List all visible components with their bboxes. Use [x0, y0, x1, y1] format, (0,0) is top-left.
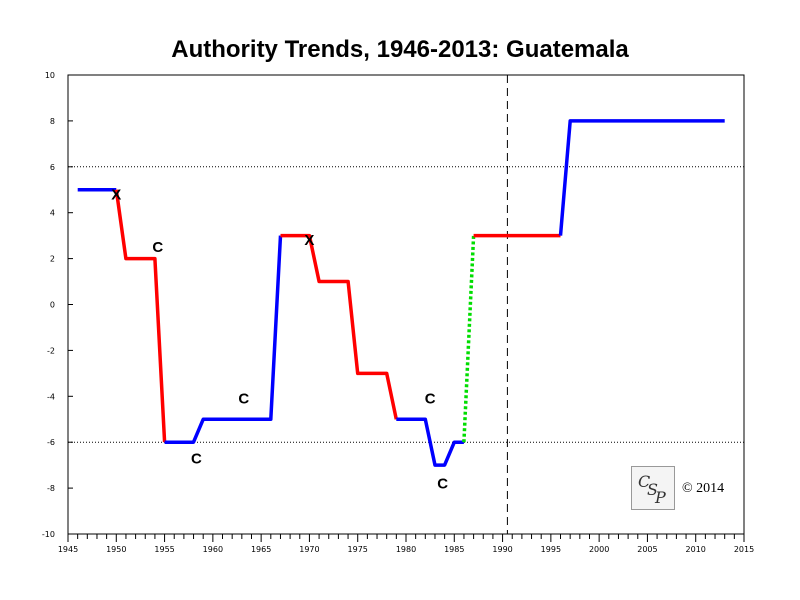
- x-tick-label: 2000: [589, 545, 609, 554]
- y-tick-label: 6: [50, 163, 55, 172]
- x-tick-label: 1970: [299, 545, 319, 554]
- x-tick-label: 1985: [444, 545, 464, 554]
- chart-title: Authority Trends, 1946-2013: Guatemala: [171, 36, 629, 63]
- y-tick-label: -4: [47, 392, 55, 401]
- y-tick-label: 8: [50, 117, 55, 126]
- event-annotation: C: [238, 391, 249, 408]
- series-segment: [558, 119, 725, 236]
- y-tick-label: -6: [47, 438, 55, 447]
- series-segment: [114, 189, 167, 443]
- x-tick-label: 1975: [348, 545, 368, 554]
- event-annotation: X: [304, 232, 314, 249]
- y-tick-label: -8: [47, 484, 55, 493]
- svg-text:S: S: [647, 480, 658, 499]
- x-tick-label: 1960: [203, 545, 223, 554]
- x-tick-label: 1965: [251, 545, 271, 554]
- y-tick-label: 10: [45, 71, 55, 80]
- y-tick-label: 4: [50, 209, 55, 218]
- copyright-text: © 2014: [682, 481, 725, 496]
- event-annotation: C: [437, 476, 448, 493]
- plot-area: [67, 74, 745, 535]
- y-tick-label: -2: [47, 346, 55, 355]
- csp-logo: C S P: [631, 466, 675, 510]
- series-segment: [164, 235, 283, 444]
- svg-text:C: C: [638, 472, 650, 491]
- series-segment: [280, 233, 399, 420]
- x-tick-label: 2015: [734, 545, 754, 554]
- svg-text:P: P: [654, 488, 666, 507]
- event-annotation: C: [191, 450, 202, 467]
- event-annotation: C: [425, 391, 436, 408]
- x-tick-label: 1995: [541, 545, 561, 554]
- series-segment: [396, 417, 464, 467]
- y-tick-label: 0: [50, 301, 55, 310]
- x-tick-label: 1950: [106, 545, 126, 554]
- x-tick-label: 1980: [396, 545, 416, 554]
- x-tick-label: 1990: [492, 545, 512, 554]
- series-segment: [462, 235, 476, 443]
- y-tick-label: 2: [50, 255, 55, 264]
- y-tick-label: -10: [42, 530, 55, 539]
- x-tick-label: 2010: [686, 545, 706, 554]
- x-tick-label: 2005: [637, 545, 657, 554]
- x-tick-label: 1945: [58, 545, 78, 554]
- event-annotation: C: [152, 239, 163, 256]
- event-annotation: X: [111, 186, 121, 203]
- x-tick-label: 1955: [154, 545, 174, 554]
